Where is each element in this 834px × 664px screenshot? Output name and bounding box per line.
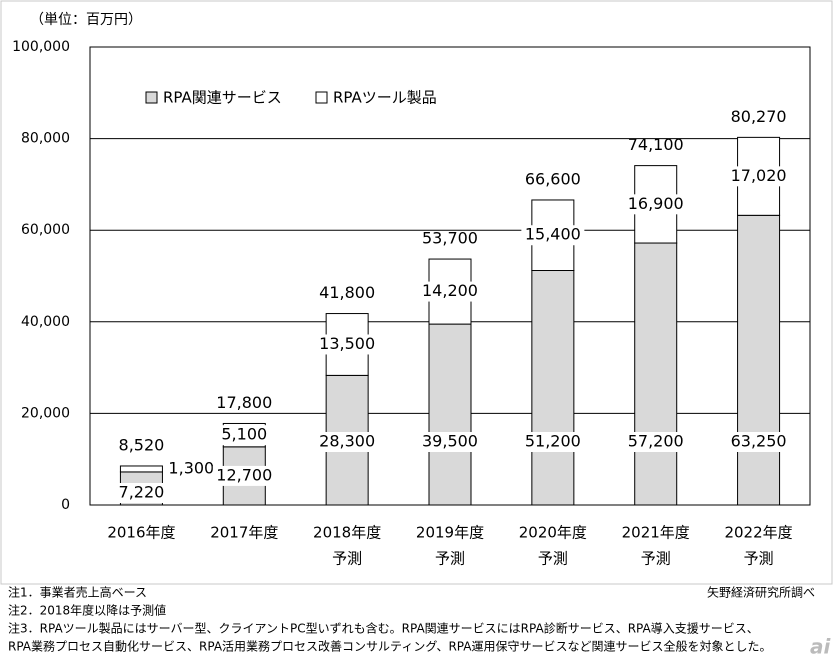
- label-bg: [521, 432, 585, 452]
- x-tick-label: 2016年度: [107, 524, 175, 542]
- note: RPA業務プロセス自動化サービス、RPA活用業務プロセス改善コンサルティング、R…: [8, 639, 772, 654]
- bar-segment: [531, 270, 575, 506]
- segment-label: 63,250: [731, 432, 787, 451]
- label-bg: [521, 225, 585, 246]
- label-bg: [418, 432, 482, 452]
- source: 矢野経済研究所調べ: [707, 585, 815, 600]
- bar-segment: [428, 323, 472, 506]
- note: 注2．2018年度以降は予測値: [8, 603, 166, 618]
- watermark: ai: [810, 635, 831, 659]
- segment-label: 17,020: [731, 166, 787, 185]
- segment-label: 14,200: [422, 281, 478, 300]
- note: 注1．事業者売上高ベース: [8, 585, 147, 600]
- label-bg: [315, 334, 379, 355]
- label-bg: [418, 281, 482, 302]
- x-tick-label: 予測: [538, 550, 568, 568]
- label-bg: [727, 166, 791, 187]
- segment-label: 15,400: [525, 225, 581, 244]
- y-tick-label: 60,000: [21, 222, 70, 238]
- label-bg: [727, 432, 791, 452]
- unit-label: （単位：百万円）: [30, 12, 142, 28]
- segment-label: 5,100: [221, 425, 267, 444]
- label-bg: [114, 483, 169, 503]
- total-label: 74,100: [628, 135, 684, 154]
- chart-frame: [0, 0, 833, 585]
- y-tick-label: 40,000: [21, 314, 70, 330]
- total-label: 17,800: [216, 393, 272, 412]
- total-label: 41,800: [319, 283, 375, 302]
- total-label: 80,270: [731, 107, 787, 126]
- note: 注3．RPAツール製品にはサーバー型、クライアントPC型いずれも含む。RPA関連…: [8, 621, 759, 636]
- label-bg: [217, 425, 272, 446]
- x-tick-label: 2017年度: [210, 524, 278, 542]
- total-label: 8,520: [119, 435, 165, 454]
- x-tick-label: 予測: [641, 550, 671, 568]
- bar-segment: [634, 242, 678, 506]
- segment-label: 1,300: [168, 458, 214, 477]
- segment-label: 16,900: [628, 194, 684, 213]
- y-tick-label: 0: [61, 497, 70, 513]
- label-bg: [165, 458, 219, 479]
- legend-swatch: [145, 91, 158, 104]
- x-tick-label: 2020年度: [519, 524, 587, 542]
- segment-label: 57,200: [628, 432, 684, 451]
- x-tick-label: 2022年度: [724, 524, 792, 542]
- segment-label: 13,500: [319, 334, 375, 353]
- total-label: 66,600: [525, 169, 581, 188]
- y-tick-label: 80,000: [21, 131, 70, 147]
- segment-label: 12,700: [216, 465, 272, 484]
- x-tick-label: 予測: [332, 550, 362, 568]
- y-tick-label: 20,000: [21, 405, 70, 421]
- label-bg: [624, 194, 688, 215]
- bar-segment: [119, 465, 163, 473]
- x-tick-label: 予測: [744, 550, 774, 568]
- x-tick-label: 予測: [435, 550, 465, 568]
- segment-label: 51,200: [525, 432, 581, 451]
- x-tick-label: 2018年度: [313, 524, 381, 542]
- y-tick-label: 100,000: [12, 39, 70, 55]
- bar-segment: [737, 214, 781, 506]
- segment-label: 28,300: [319, 432, 375, 451]
- label-bg: [212, 465, 276, 486]
- total-label: 53,700: [422, 229, 478, 248]
- x-tick-label: 2019年度: [416, 524, 484, 542]
- label-bg: [624, 432, 688, 452]
- x-tick-label: 2021年度: [622, 524, 690, 542]
- legend-label: RPAツール製品: [333, 89, 437, 107]
- segment-label: 7,220: [119, 483, 165, 502]
- legend-swatch: [315, 91, 328, 104]
- legend-label: RPA関連サービス: [163, 89, 282, 107]
- segment-label: 39,500: [422, 432, 478, 451]
- label-bg: [315, 432, 379, 452]
